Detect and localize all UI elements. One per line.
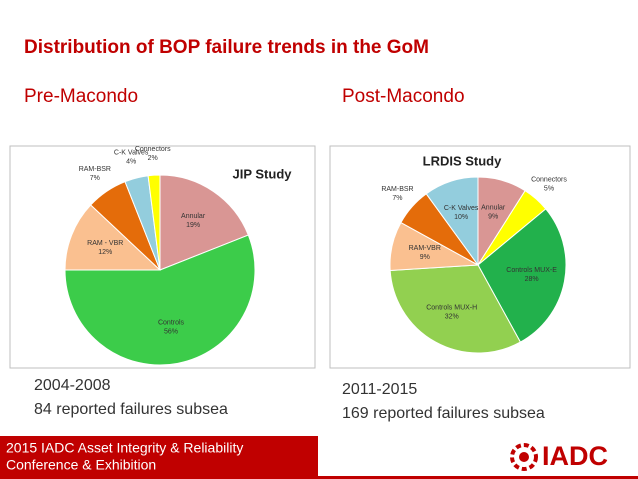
slice-value: 28%	[525, 276, 539, 283]
slice-label: Annular	[181, 213, 206, 220]
logo-icon	[510, 443, 538, 471]
pie-slice	[477, 208, 567, 343]
note: 169 reported failures subsea	[342, 405, 545, 422]
slice-value: 5%	[544, 185, 554, 192]
pie-slice	[389, 264, 522, 354]
slice-label: Annular	[481, 204, 506, 211]
period: 2011-2015	[342, 381, 417, 398]
chart-title: LRDIS Study	[423, 153, 502, 168]
pie-slice	[64, 204, 162, 271]
slice-value: 9%	[420, 254, 430, 261]
slice-label: Controls MUX-H	[426, 305, 477, 312]
slice-value: 56%	[164, 329, 178, 336]
footer-text: 2015 IADC Asset Integrity & Reliability	[6, 440, 243, 456]
slice-label: RAM-BSR	[79, 166, 111, 173]
slice-value: 32%	[445, 314, 459, 321]
slice-label: RAM-BSR	[381, 186, 413, 193]
section-heading: Pre-Macondo	[24, 86, 138, 107]
logo-text: IADC	[542, 441, 608, 471]
slice-value: 4%	[126, 159, 136, 166]
slice-label: C-K Valves	[114, 150, 149, 157]
section-heading: Post-Macondo	[342, 86, 465, 107]
slice-value: 7%	[90, 175, 100, 182]
slice-value: 2%	[148, 155, 158, 162]
slice-value: 7%	[392, 195, 402, 202]
footer-text: Conference & Exhibition	[6, 457, 156, 473]
slice-value: 19%	[186, 222, 200, 229]
slice-label: RAM-VBR	[409, 245, 441, 252]
slice-label: Controls MUX-E	[506, 267, 557, 274]
period: 2004-2008	[34, 377, 111, 394]
pie-slice	[159, 174, 249, 271]
pie-slice	[147, 174, 161, 271]
slice-value: 12%	[98, 249, 112, 256]
slice-label: Controls	[158, 320, 185, 327]
slice-label: RAM - VBR	[87, 240, 123, 247]
slice-label: Connectors	[135, 146, 171, 153]
slice-label: Connectors	[531, 176, 567, 183]
pie-slice	[64, 234, 256, 366]
slide-title: Distribution of BOP failure trends in th…	[24, 37, 429, 58]
footer-band	[0, 436, 318, 479]
slice-value: 9%	[488, 213, 498, 220]
slice-label: C-K Valves	[444, 205, 479, 212]
slice-value: 10%	[454, 214, 468, 221]
pie-slice	[425, 176, 479, 267]
note: 84 reported failures subsea	[34, 401, 228, 418]
chart-title: JIP Study	[232, 166, 292, 181]
footer-line	[0, 476, 638, 479]
